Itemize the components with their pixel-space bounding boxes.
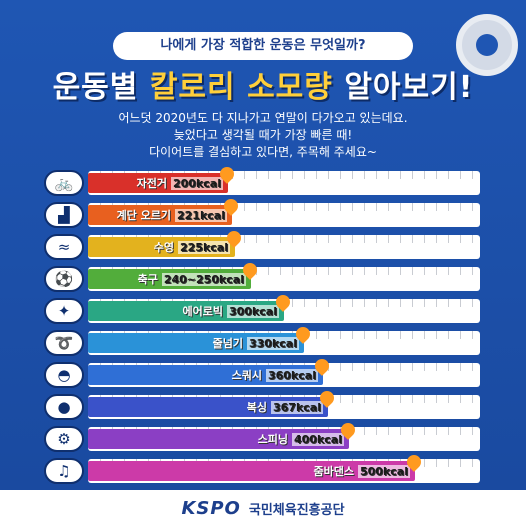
intro-text: 어느덧 2020년도 다 지나가고 연말이 다가오고 있는데요. 늦었다고 생각… xyxy=(0,110,526,161)
activity-name: 축구 xyxy=(137,273,158,286)
activity-label: 줄넘기 330kcal xyxy=(213,335,299,351)
activity-name: 줌바댄스 xyxy=(313,465,354,478)
music-note-icon: ♫ xyxy=(44,458,84,484)
activity-label: 계단 오르기 221kcal xyxy=(117,207,227,223)
organization-name: 국민체육진흥공단 xyxy=(248,502,345,518)
calorie-row: ➰ 줄넘기 330kcal xyxy=(44,324,484,360)
calorie-bar: 수영 225kcal xyxy=(88,228,244,257)
activity-kcal: 330kcal xyxy=(247,337,299,350)
calorie-row: ≈ 수영 225kcal xyxy=(44,228,484,264)
headline-part2: 알아보기! xyxy=(332,70,474,105)
calorie-bar: 스피닝 400kcal xyxy=(88,420,358,449)
soccer-ball-icon: ⚽ xyxy=(44,266,84,292)
calorie-rows: 🚲 자전거 200kcal ▟ 계단 오르기 221kcal ≈ 수영 225kcal ⚽ 축구 24… xyxy=(44,164,484,488)
activity-label: 축구 240~250kcal xyxy=(138,271,246,287)
activity-label: 스피닝 400kcal xyxy=(258,431,344,447)
activity-kcal: 367kcal xyxy=(271,401,323,414)
squash-icon: ◓ xyxy=(44,362,84,388)
activity-name: 수영 xyxy=(153,241,174,254)
activity-name: 스쿼시 xyxy=(231,369,262,382)
aerobics-icon: ✦ xyxy=(44,298,84,324)
measuring-tape-icon xyxy=(456,14,518,76)
activity-name: 스피닝 xyxy=(257,433,288,446)
activity-label: 수영 225kcal xyxy=(154,239,230,255)
calorie-row: ◓ 스쿼시 360kcal xyxy=(44,356,484,392)
footer: KSPO 국민체육진흥공단 xyxy=(0,490,526,526)
calorie-bar: 줌바댄스 500kcal xyxy=(88,452,424,481)
calorie-row: ⚽ 축구 240~250kcal xyxy=(44,260,484,296)
swimming-icon: ≈ xyxy=(44,234,84,260)
stairs-icon: ▟ xyxy=(44,202,84,228)
activity-name: 계단 오르기 xyxy=(116,209,171,222)
activity-label: 자전거 200kcal xyxy=(137,175,223,191)
activity-name: 자전거 xyxy=(136,177,167,190)
headline: 운동별 칼로리 소모량 알아보기! xyxy=(0,62,526,106)
poster: 나에게 가장 적합한 운동은 무엇일까? 운동별 칼로리 소모량 알아보기! 어… xyxy=(0,0,526,490)
calorie-row: ▟ 계단 오르기 221kcal xyxy=(44,196,484,232)
activity-name: 줄넘기 xyxy=(212,337,243,350)
subtitle-pill: 나에게 가장 적합한 운동은 무엇일까? xyxy=(113,32,413,60)
activity-kcal: 300kcal xyxy=(227,305,279,318)
activity-label: 스쿼시 360kcal xyxy=(232,367,318,383)
boxing-glove-icon: ● xyxy=(44,394,84,420)
spinning-bike-icon: ⚙ xyxy=(44,426,84,452)
activity-name: 에어로빅 xyxy=(182,305,223,318)
calorie-bar: 계단 오르기 221kcal xyxy=(88,196,241,225)
headline-highlight: 칼로리 소모량 xyxy=(149,70,333,105)
calorie-bar: 에어로빅 300kcal xyxy=(88,292,293,321)
calorie-row: 🚲 자전거 200kcal xyxy=(44,164,484,200)
activity-kcal: 240~250kcal xyxy=(161,273,246,286)
intro-line: 다이어트를 결심하고 있다면, 주목해 주세요~ xyxy=(149,145,377,159)
calorie-row: ✦ 에어로빅 300kcal xyxy=(44,292,484,328)
activity-kcal: 221kcal xyxy=(175,209,227,222)
activity-kcal: 400kcal xyxy=(292,433,344,446)
calorie-row: ⚙ 스피닝 400kcal xyxy=(44,420,484,456)
headline-part1: 운동별 xyxy=(52,70,150,105)
activity-label: 복싱 367kcal xyxy=(247,399,323,415)
calorie-row: ● 복싱 367kcal xyxy=(44,388,484,424)
calorie-bar: 줄넘기 330kcal xyxy=(88,324,313,353)
calorie-bar: 스쿼시 360kcal xyxy=(88,356,332,385)
calorie-bar: 자전거 200kcal xyxy=(88,164,237,193)
kspo-logo: KSPO xyxy=(181,497,241,519)
activity-kcal: 225kcal xyxy=(178,241,230,254)
activity-kcal: 500kcal xyxy=(358,465,410,478)
activity-label: 에어로빅 300kcal xyxy=(183,303,279,319)
intro-line: 어느덧 2020년도 다 지나가고 연말이 다가오고 있는데요. xyxy=(118,111,408,125)
activity-kcal: 200kcal xyxy=(171,177,223,190)
bicycle-icon: 🚲 xyxy=(44,170,84,196)
calorie-bar: 복싱 367kcal xyxy=(88,388,337,417)
activity-label: 줌바댄스 500kcal xyxy=(314,463,410,479)
activity-kcal: 360kcal xyxy=(266,369,318,382)
activity-name: 복싱 xyxy=(246,401,267,414)
jump-rope-icon: ➰ xyxy=(44,330,84,356)
intro-line: 늦었다고 생각될 때가 가장 빠른 때! xyxy=(173,128,353,142)
calorie-bar: 축구 240~250kcal xyxy=(88,260,260,289)
calorie-row: ♫ 줌바댄스 500kcal xyxy=(44,452,484,488)
